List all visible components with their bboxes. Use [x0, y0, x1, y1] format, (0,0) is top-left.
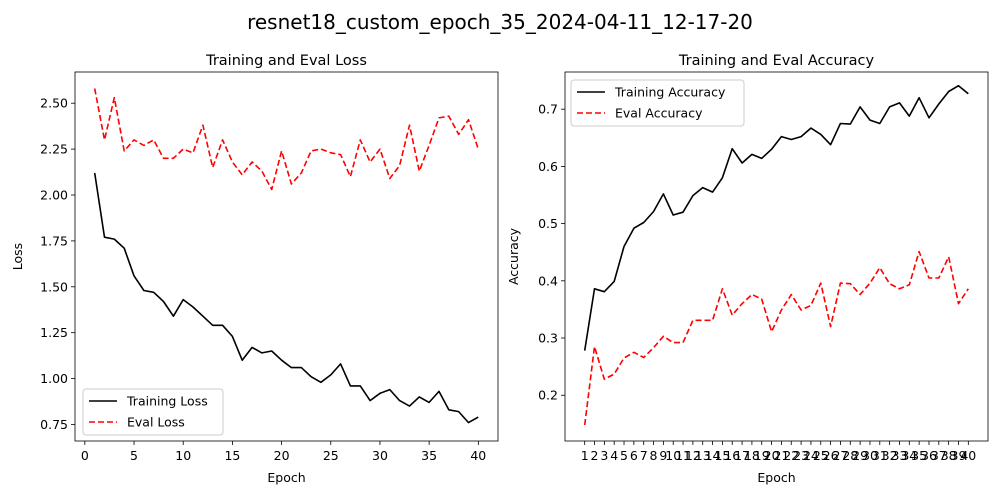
x-tick-label: 28	[842, 448, 858, 463]
x-tick-label: 36	[921, 448, 937, 463]
x-tick-label: 26	[823, 448, 839, 463]
legend-label: Training Accuracy	[614, 85, 726, 100]
x-tick-label: 11	[675, 448, 691, 463]
x-tick-label: 34	[901, 448, 917, 463]
x-tick-label: 31	[872, 448, 888, 463]
x-tick-label: 3	[600, 448, 608, 463]
series-line-1	[583, 84, 969, 351]
x-tick-label: 24	[803, 448, 819, 463]
legend: Training Loss Eval Loss	[82, 388, 224, 436]
chart-1: Training and Eval Loss Epoch Loss 0 5 10 15 20 2…	[10, 53, 499, 485]
y-tick-label: 1.75	[40, 233, 68, 248]
y-tick-label: 0.2	[538, 388, 558, 403]
y-tick-label: 0.7	[538, 102, 558, 117]
x-tick-label: 23	[793, 448, 809, 463]
series-line-1	[93, 172, 479, 424]
x-tick-label: 20	[274, 448, 290, 463]
y-tick-label: 0.75	[40, 417, 68, 432]
x-tick-label: 38	[941, 448, 957, 463]
x-tick-label: 40	[960, 448, 976, 463]
chart-title: Training and Eval Accuracy	[678, 53, 875, 69]
x-tick-label: 20	[764, 448, 780, 463]
x-tick-label: 33	[892, 448, 908, 463]
series-line-2	[583, 250, 969, 426]
x-tick-label: 35	[911, 448, 927, 463]
x-tick-label: 22	[783, 448, 799, 463]
x-tick-label: 10	[665, 448, 681, 463]
legend-label: Eval Accuracy	[615, 106, 703, 121]
x-tick-label: 35	[421, 448, 437, 463]
y-axis-label: Accuracy	[506, 227, 521, 285]
x-tick-label: 15	[224, 448, 240, 463]
series-line-2	[93, 88, 480, 191]
figure-title: resnet18_custom_epoch_35_2024-04-11_12-1…	[247, 10, 753, 34]
legend-label: Eval Loss	[127, 415, 185, 430]
x-tick-label: 21	[773, 448, 789, 463]
x-tick-label: 30	[862, 448, 878, 463]
plot-frame	[74, 71, 499, 442]
x-tick-label: 15	[714, 448, 730, 463]
x-tick-label: 25	[323, 448, 339, 463]
legend: Training Accuracy Eval Accuracy	[570, 79, 745, 127]
y-tick-label: 1.00	[40, 371, 68, 386]
chart-2: Training and Eval Accuracy Epoch Accuracy 1…	[506, 53, 989, 485]
plot-frame	[564, 71, 989, 442]
x-axis-label: Epoch	[757, 470, 795, 485]
x-tick-label: 19	[754, 448, 770, 463]
x-tick-label: 5	[620, 448, 628, 463]
x-tick-label: 30	[372, 448, 388, 463]
y-axis-label: Loss	[10, 243, 25, 270]
x-axis-label: Epoch	[267, 470, 305, 485]
legend-label: Training Loss	[126, 394, 208, 409]
y-tick-label: 0.6	[538, 159, 558, 174]
x-tick-label: 9	[659, 448, 667, 463]
x-tick-label: 2	[591, 448, 599, 463]
x-tick-label: 5	[130, 448, 138, 463]
x-tick-label: 13	[695, 448, 711, 463]
legend-box	[82, 388, 224, 436]
chart-title: Training and Eval Loss	[205, 53, 367, 69]
x-tick-label: 25	[813, 448, 829, 463]
y-tick-label: 2.00	[40, 188, 68, 203]
x-tick-label: 40	[470, 448, 486, 463]
x-tick-label: 8	[650, 448, 658, 463]
x-tick-label: 18	[744, 448, 760, 463]
x-tick-label: 1	[581, 448, 589, 463]
y-tick-label: 0.4	[538, 273, 558, 288]
y-tick-label: 2.25	[40, 142, 68, 157]
y-tick-label: 0.5	[538, 216, 558, 231]
x-tick-label: 7	[640, 448, 648, 463]
y-tick-label: 0.3	[538, 331, 558, 346]
x-tick-label: 6	[630, 448, 638, 463]
y-tick-label: 2.50	[40, 96, 68, 111]
y-tick-label: 1.50	[40, 279, 68, 294]
x-tick-label: 0	[81, 448, 89, 463]
x-tick-label: 37	[931, 448, 947, 463]
x-tick-label: 16	[724, 448, 740, 463]
x-tick-label: 4	[610, 448, 618, 463]
x-tick-label: 32	[882, 448, 898, 463]
x-tick-label: 12	[685, 448, 701, 463]
x-tick-label: 10	[175, 448, 191, 463]
x-tick-label: 14	[705, 448, 721, 463]
x-tick-label: 39	[951, 448, 967, 463]
x-tick-label: 27	[832, 448, 848, 463]
x-tick-label: 17	[734, 448, 750, 463]
y-tick-label: 1.25	[40, 325, 68, 340]
x-tick-label: 29	[852, 448, 868, 463]
legend-box	[570, 79, 745, 127]
